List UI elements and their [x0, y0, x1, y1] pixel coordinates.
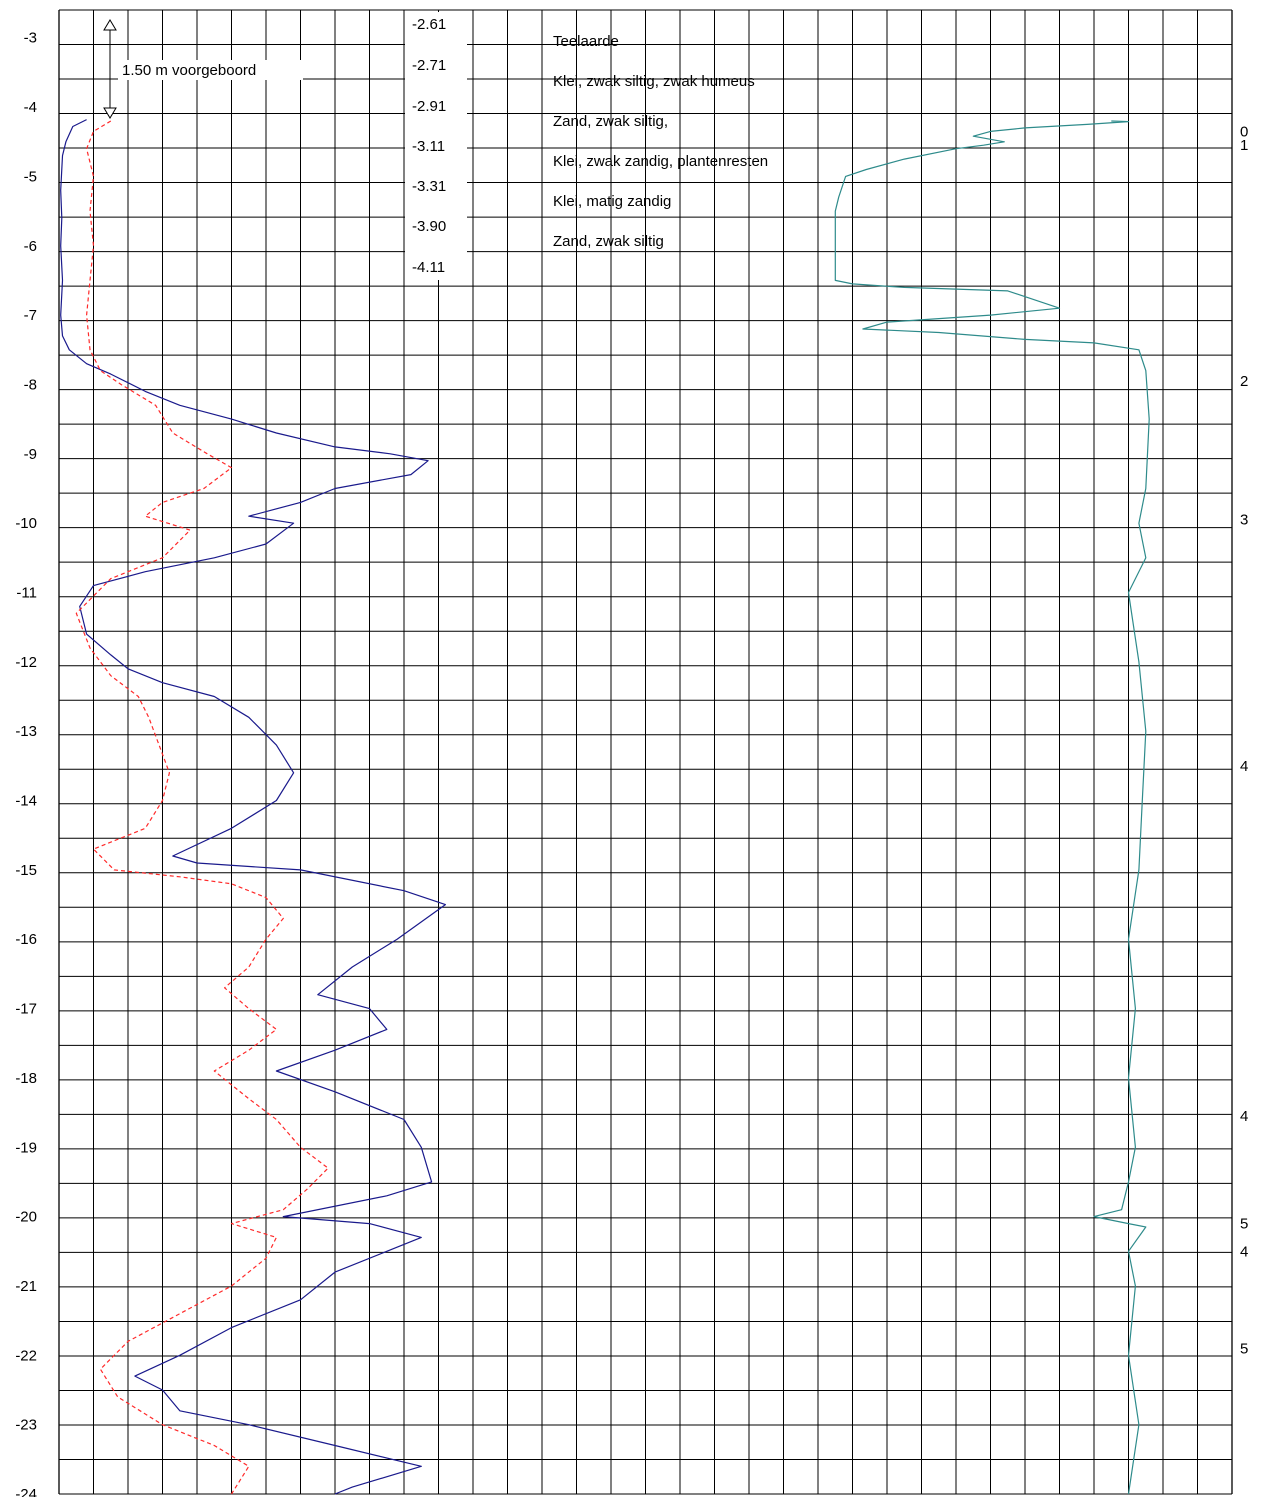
y-tick-label: -21 — [15, 1278, 37, 1295]
predrill-label: 1.50 m voorgeboord — [122, 62, 256, 79]
layer-description: Klei, matig zandig — [553, 193, 671, 210]
y-tick-label: -19 — [15, 1139, 37, 1156]
predrill-label-bg — [118, 60, 303, 80]
predrill-arrow-down — [103, 107, 117, 119]
right-label: 5 — [1240, 1216, 1248, 1233]
y-tick-label: -16 — [15, 931, 37, 948]
layer-level: -3.31 — [412, 178, 446, 195]
right-label: 2 — [1240, 373, 1248, 390]
y-tick-label: -10 — [15, 515, 37, 532]
y-tick-label: -8 — [24, 376, 37, 393]
layer-description: Zand, zwak siltig — [553, 233, 664, 250]
right-label: 4 — [1240, 1108, 1248, 1125]
layer-level: -4.11 — [412, 259, 445, 276]
y-tick-label: -24 — [15, 1486, 37, 1497]
y-tick-label: -4 — [24, 99, 37, 116]
predrill-annotation: 1.50 m voorgeboord — [103, 19, 303, 119]
y-tick-label: -22 — [15, 1347, 37, 1364]
y-tick-label: -11 — [16, 585, 37, 602]
layer-level: -3.11 — [412, 138, 445, 155]
layer-description: Klei, zwak zandig, plantenresten — [553, 153, 768, 170]
layer-descriptions: Teelaarde Klei, zwak siltig, zwak humeus… — [553, 33, 768, 250]
right-labels: 01 2 3 4 4 5 4 5 — [1240, 123, 1248, 1357]
y-tick-label: -15 — [15, 862, 37, 879]
y-tick-label: -3 — [24, 30, 37, 47]
right-label: 4 — [1240, 758, 1248, 775]
layer-level: -2.61 — [412, 16, 446, 33]
y-tick-label: -14 — [15, 793, 37, 810]
y-tick-label: -18 — [15, 1070, 37, 1087]
y-tick-label: -6 — [24, 238, 37, 255]
layer-level: -3.90 — [412, 218, 446, 235]
right-label: 0 — [1240, 123, 1248, 140]
series-group — [60, 119, 1150, 1495]
layer-level: -2.71 — [412, 57, 446, 74]
layer-description: Teelaarde — [553, 33, 619, 50]
y-tick-label: -7 — [24, 307, 37, 324]
right-label: 5 — [1240, 1340, 1248, 1357]
y-tick-label: -17 — [15, 1001, 37, 1018]
y-tick-label: -20 — [15, 1209, 37, 1226]
right-label: 3 — [1240, 512, 1248, 529]
y-tick-label: -23 — [15, 1417, 37, 1434]
series-line-2 — [75, 120, 329, 1495]
series-line-3 — [834, 120, 1150, 1495]
right-label: 4 — [1240, 1243, 1248, 1260]
layer-level: -2.91 — [412, 98, 446, 115]
y-tick-label: -5 — [24, 168, 37, 185]
series-line-1 — [60, 119, 446, 1495]
predrill-arrow-up — [103, 19, 117, 31]
y-tick-label: -9 — [24, 446, 37, 463]
right-label: 1 — [1240, 137, 1248, 154]
y-tick-label: -13 — [15, 723, 37, 740]
layer-description: Zand, zwak siltig, — [553, 113, 668, 130]
y-tick-label: -12 — [15, 654, 37, 671]
layer-levels-bg — [405, 12, 467, 280]
layer-levels: -2.61 -2.71 -2.91 -3.11 -3.31 -3.90 -4.1… — [405, 12, 467, 280]
layer-description: Klei, zwak siltig, zwak humeus — [553, 73, 755, 90]
y-axis-ticks: -3 -4 -5 -6 -7 -8 -9 -10 -11 -12 -13 -14 -15 -16 -17 -1… — [15, 30, 37, 1497]
